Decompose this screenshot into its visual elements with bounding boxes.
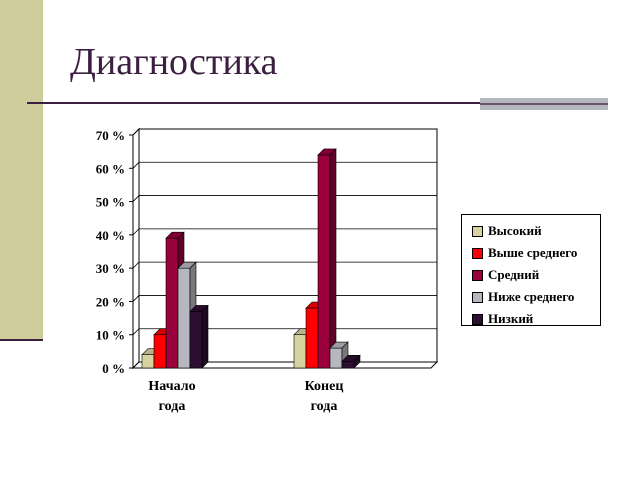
legend-item: Низкий <box>472 308 600 330</box>
bar-side <box>201 304 209 369</box>
gridline <box>132 161 437 169</box>
gridline <box>132 295 437 302</box>
y-tick-label: 50 % <box>96 195 125 210</box>
bar-front <box>189 311 203 369</box>
legend-item: Ниже среднего <box>472 286 600 308</box>
bar-front <box>317 154 331 369</box>
y-tick-label: 30 % <box>96 261 125 276</box>
legend-label: Средний <box>488 267 540 282</box>
gridline <box>132 195 437 202</box>
legend-label: Выше среднего <box>488 245 578 260</box>
gridline <box>132 128 437 136</box>
bar-front <box>141 354 155 369</box>
bar-front <box>293 334 307 369</box>
legend-label: Низкий <box>488 311 534 326</box>
left-band-underline <box>0 339 43 341</box>
bar-front <box>165 237 179 369</box>
y-tick-label: 0 % <box>102 361 125 376</box>
title-rule <box>27 102 608 104</box>
legend-item: Средний <box>472 264 600 286</box>
legend-swatch <box>472 225 483 237</box>
left-decor-band <box>0 0 43 341</box>
chart-legend: Высокий Выше среднего Средний Ниже среднего… <box>461 214 601 326</box>
y-tick-label: 60 % <box>96 161 125 176</box>
legend-swatch <box>472 247 483 259</box>
legend-swatch <box>472 313 483 325</box>
bar-front <box>329 347 343 369</box>
bar-front <box>153 334 167 369</box>
y-tick-label: 40 % <box>96 228 125 243</box>
legend-swatch <box>472 269 483 281</box>
title-rule-accent-line <box>480 103 608 105</box>
bar-front <box>341 361 355 369</box>
gridline <box>132 261 437 269</box>
slide-title: Диагностика <box>70 41 278 83</box>
bar-side <box>329 148 337 369</box>
legend-swatch <box>472 291 483 303</box>
legend-label: Высокий <box>488 223 542 238</box>
bar-front <box>305 307 319 369</box>
y-tick-label: 70 % <box>96 128 125 143</box>
gridline <box>132 228 437 236</box>
x-category-label: Конец <box>305 379 344 394</box>
y-tick-label: 20 % <box>96 294 125 309</box>
x-category-label: года <box>311 399 338 414</box>
legend-item: Выше среднего <box>472 242 600 264</box>
x-category-label: Начало <box>148 379 195 394</box>
gridline <box>132 328 437 335</box>
legend-item: Высокий <box>472 220 600 242</box>
bar-side <box>353 354 361 369</box>
legend-label: Ниже среднего <box>488 289 575 304</box>
y-tick-label: 10 % <box>96 328 125 343</box>
bar-front <box>177 267 191 369</box>
x-category-label: года <box>159 399 186 414</box>
